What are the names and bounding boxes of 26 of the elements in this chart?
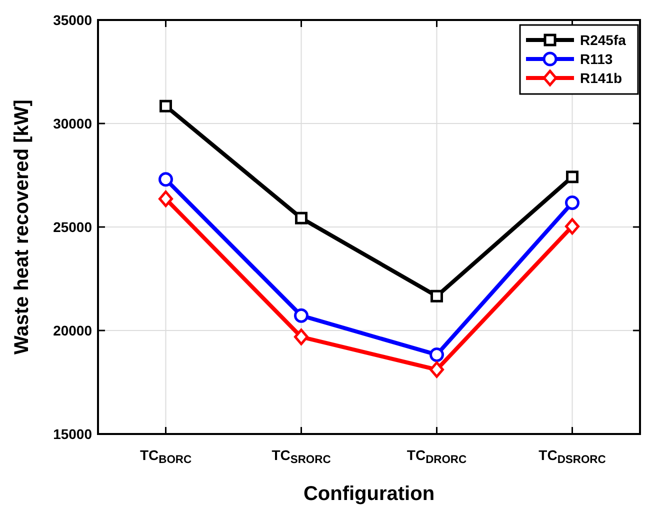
y-tick-label: 35000 <box>53 12 92 28</box>
x-tick-label: TC$_{BORC}$ <box>140 447 192 466</box>
point <box>158 190 173 208</box>
point <box>294 328 308 346</box>
point <box>565 196 580 210</box>
point <box>430 290 443 302</box>
y-tick-label: 30000 <box>53 115 92 132</box>
legend-label: R113 <box>580 50 613 67</box>
point <box>566 170 578 184</box>
y-tick-label: 25000 <box>53 218 92 235</box>
point <box>160 100 172 112</box>
x-tick-label: TC$_{DSRORC}$ <box>538 447 606 466</box>
point <box>295 212 308 224</box>
legend-label: R245fa <box>580 32 626 48</box>
x-tick-label: TC$_{DRORC}$ <box>406 447 467 466</box>
y-tick-label: 20000 <box>53 322 92 338</box>
y-tick-label: 15000 <box>53 426 92 442</box>
x-axis-title: Configuration <box>303 483 435 505</box>
point <box>430 347 444 362</box>
point <box>565 218 580 235</box>
point <box>430 361 444 378</box>
point <box>294 308 308 323</box>
x-tick-label: TC$_{SRORC}$ <box>272 447 331 466</box>
point <box>158 172 173 187</box>
legend-label: R141b <box>580 70 622 86</box>
y-axis-title: Waste heat recovered [kW] <box>11 100 33 354</box>
